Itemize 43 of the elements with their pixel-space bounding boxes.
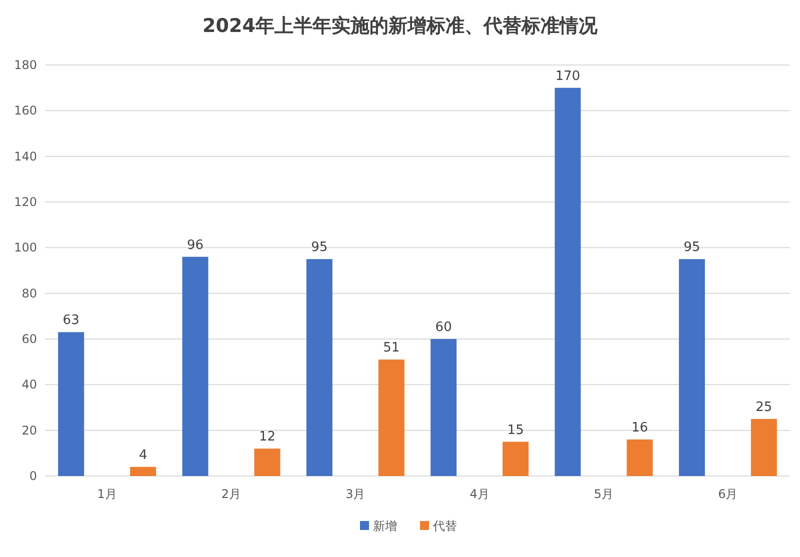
y-tick-label: 180: [14, 58, 37, 72]
x-tick-label: 4月: [470, 487, 490, 501]
data-label: 63: [62, 313, 80, 328]
bar: [130, 466, 156, 476]
bar: [430, 339, 457, 476]
y-tick-label: 160: [14, 104, 37, 118]
bar: [678, 259, 705, 476]
bar: [502, 442, 529, 476]
data-label: 96: [186, 238, 204, 253]
bar: [378, 360, 404, 476]
x-tick-label: 3月: [346, 487, 366, 501]
x-tick-label: 1月: [97, 487, 117, 501]
bar: [58, 332, 84, 476]
chart-title: 2024年上半年实施的新增标准、代替标准情况: [202, 15, 598, 37]
bar: [626, 439, 653, 476]
bar: [750, 418, 777, 476]
y-tick-label: 40: [22, 378, 37, 392]
y-tick-label: 20: [22, 423, 37, 438]
y-tick-label: 60: [22, 332, 37, 346]
bar: [306, 259, 332, 476]
data-label: 51: [383, 340, 400, 356]
x-tick-label: 2月: [221, 487, 242, 501]
data-label: 60: [435, 320, 452, 335]
data-label: 25: [756, 400, 772, 415]
y-tick-label: 0: [29, 469, 37, 483]
bar: [182, 256, 208, 476]
y-tick-label: 100: [14, 240, 37, 255]
data-label: 95: [311, 240, 328, 256]
legend-label: 代替: [432, 519, 457, 533]
bar: [254, 448, 280, 476]
y-tick-label: 140: [14, 149, 37, 164]
x-tick-label: 6月: [718, 487, 738, 501]
x-tick-label: 5月: [594, 487, 614, 501]
data-label: 16: [631, 420, 648, 436]
y-tick-label: 80: [22, 286, 37, 300]
data-label: 170: [555, 68, 580, 84]
data-label: 15: [507, 422, 524, 438]
legend-label: 新增: [373, 519, 397, 533]
bar: [554, 88, 581, 476]
y-tick-label: 120: [14, 195, 37, 209]
data-label: 12: [258, 430, 276, 445]
data-label: 95: [684, 240, 700, 256]
data-label: 4: [138, 448, 148, 463]
